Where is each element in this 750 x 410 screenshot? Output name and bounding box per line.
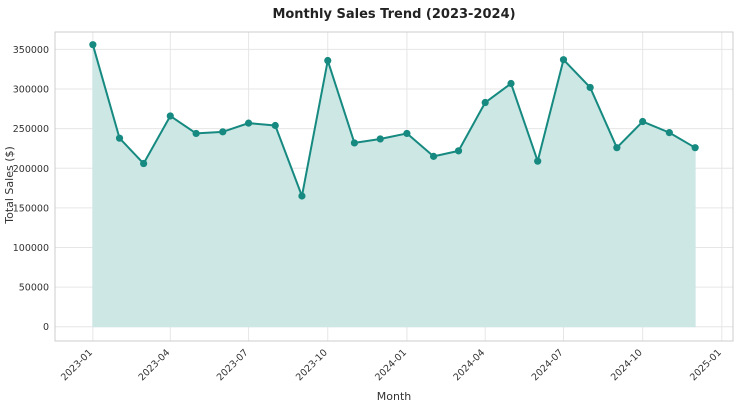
- data-point[interactable]: [244, 119, 253, 127]
- x-tick-label: 2023-04: [137, 347, 173, 383]
- data-point[interactable]: [324, 56, 332, 65]
- y-tick-label: 250000: [13, 124, 49, 135]
- y-axis-label: Total Sales ($): [3, 146, 16, 225]
- plot-frame: [54, 31, 734, 342]
- data-point[interactable]: [350, 139, 359, 147]
- series-line: [91, 44, 696, 198]
- y-tick-label: 100000: [13, 243, 49, 254]
- x-tick-labels: 2023-01 2023-04 2023-07 2023-10 2024-01 2024-…: [59, 347, 724, 383]
- x-tick-label: 2024-10: [609, 347, 645, 383]
- y-tick-label: 150000: [13, 203, 49, 214]
- x-tick-label: 2023-10: [294, 347, 330, 383]
- y-tick-label: 300000: [13, 85, 49, 96]
- area-fill: [92, 44, 696, 328]
- x-tick-label: 2024-04: [451, 347, 487, 383]
- data-point[interactable]: [559, 56, 568, 64]
- data-point[interactable]: [192, 129, 200, 138]
- data-point[interactable]: [481, 98, 489, 107]
- data-point[interactable]: [89, 41, 97, 49]
- data-point[interactable]: [271, 121, 279, 130]
- x-tick-label: 2023-01: [59, 347, 95, 383]
- y-tick-label: 200000: [13, 164, 49, 175]
- data-point[interactable]: [166, 112, 174, 120]
- x-tick-label: 2024-01: [373, 347, 409, 383]
- data-point[interactable]: [219, 128, 227, 136]
- data-point[interactable]: [691, 144, 699, 152]
- x-tick-label: 2023-07: [215, 347, 251, 383]
- data-point[interactable]: [534, 157, 542, 165]
- area-layer: [92, 44, 696, 328]
- data-point[interactable]: [298, 192, 306, 200]
- data-point[interactable]: [403, 129, 411, 138]
- data-point[interactable]: [376, 135, 384, 143]
- y-tick-label: 0: [43, 322, 49, 333]
- y-tick-label: 50000: [19, 283, 49, 294]
- data-point[interactable]: [613, 144, 621, 152]
- data-point[interactable]: [586, 83, 594, 92]
- data-point[interactable]: [665, 129, 673, 137]
- data-point[interactable]: [639, 117, 647, 126]
- line-layer: [91, 44, 696, 198]
- x-axis-label: Month: [377, 390, 412, 403]
- data-point[interactable]: [140, 159, 148, 168]
- data-point[interactable]: [115, 134, 124, 142]
- y-tick-labels: 0 50000 100000 150000 200000 250000 300000 3500…: [13, 45, 49, 333]
- data-point[interactable]: [507, 79, 515, 88]
- data-point[interactable]: [429, 152, 438, 160]
- data-point[interactable]: [454, 147, 463, 155]
- x-tick-label: 2024-07: [530, 347, 566, 383]
- point-layer: [89, 41, 699, 200]
- chart-title: Monthly Sales Trend (2023-2024): [272, 7, 515, 22]
- x-tick-label: 2025-01: [688, 347, 724, 383]
- y-tick-label: 350000: [13, 45, 49, 56]
